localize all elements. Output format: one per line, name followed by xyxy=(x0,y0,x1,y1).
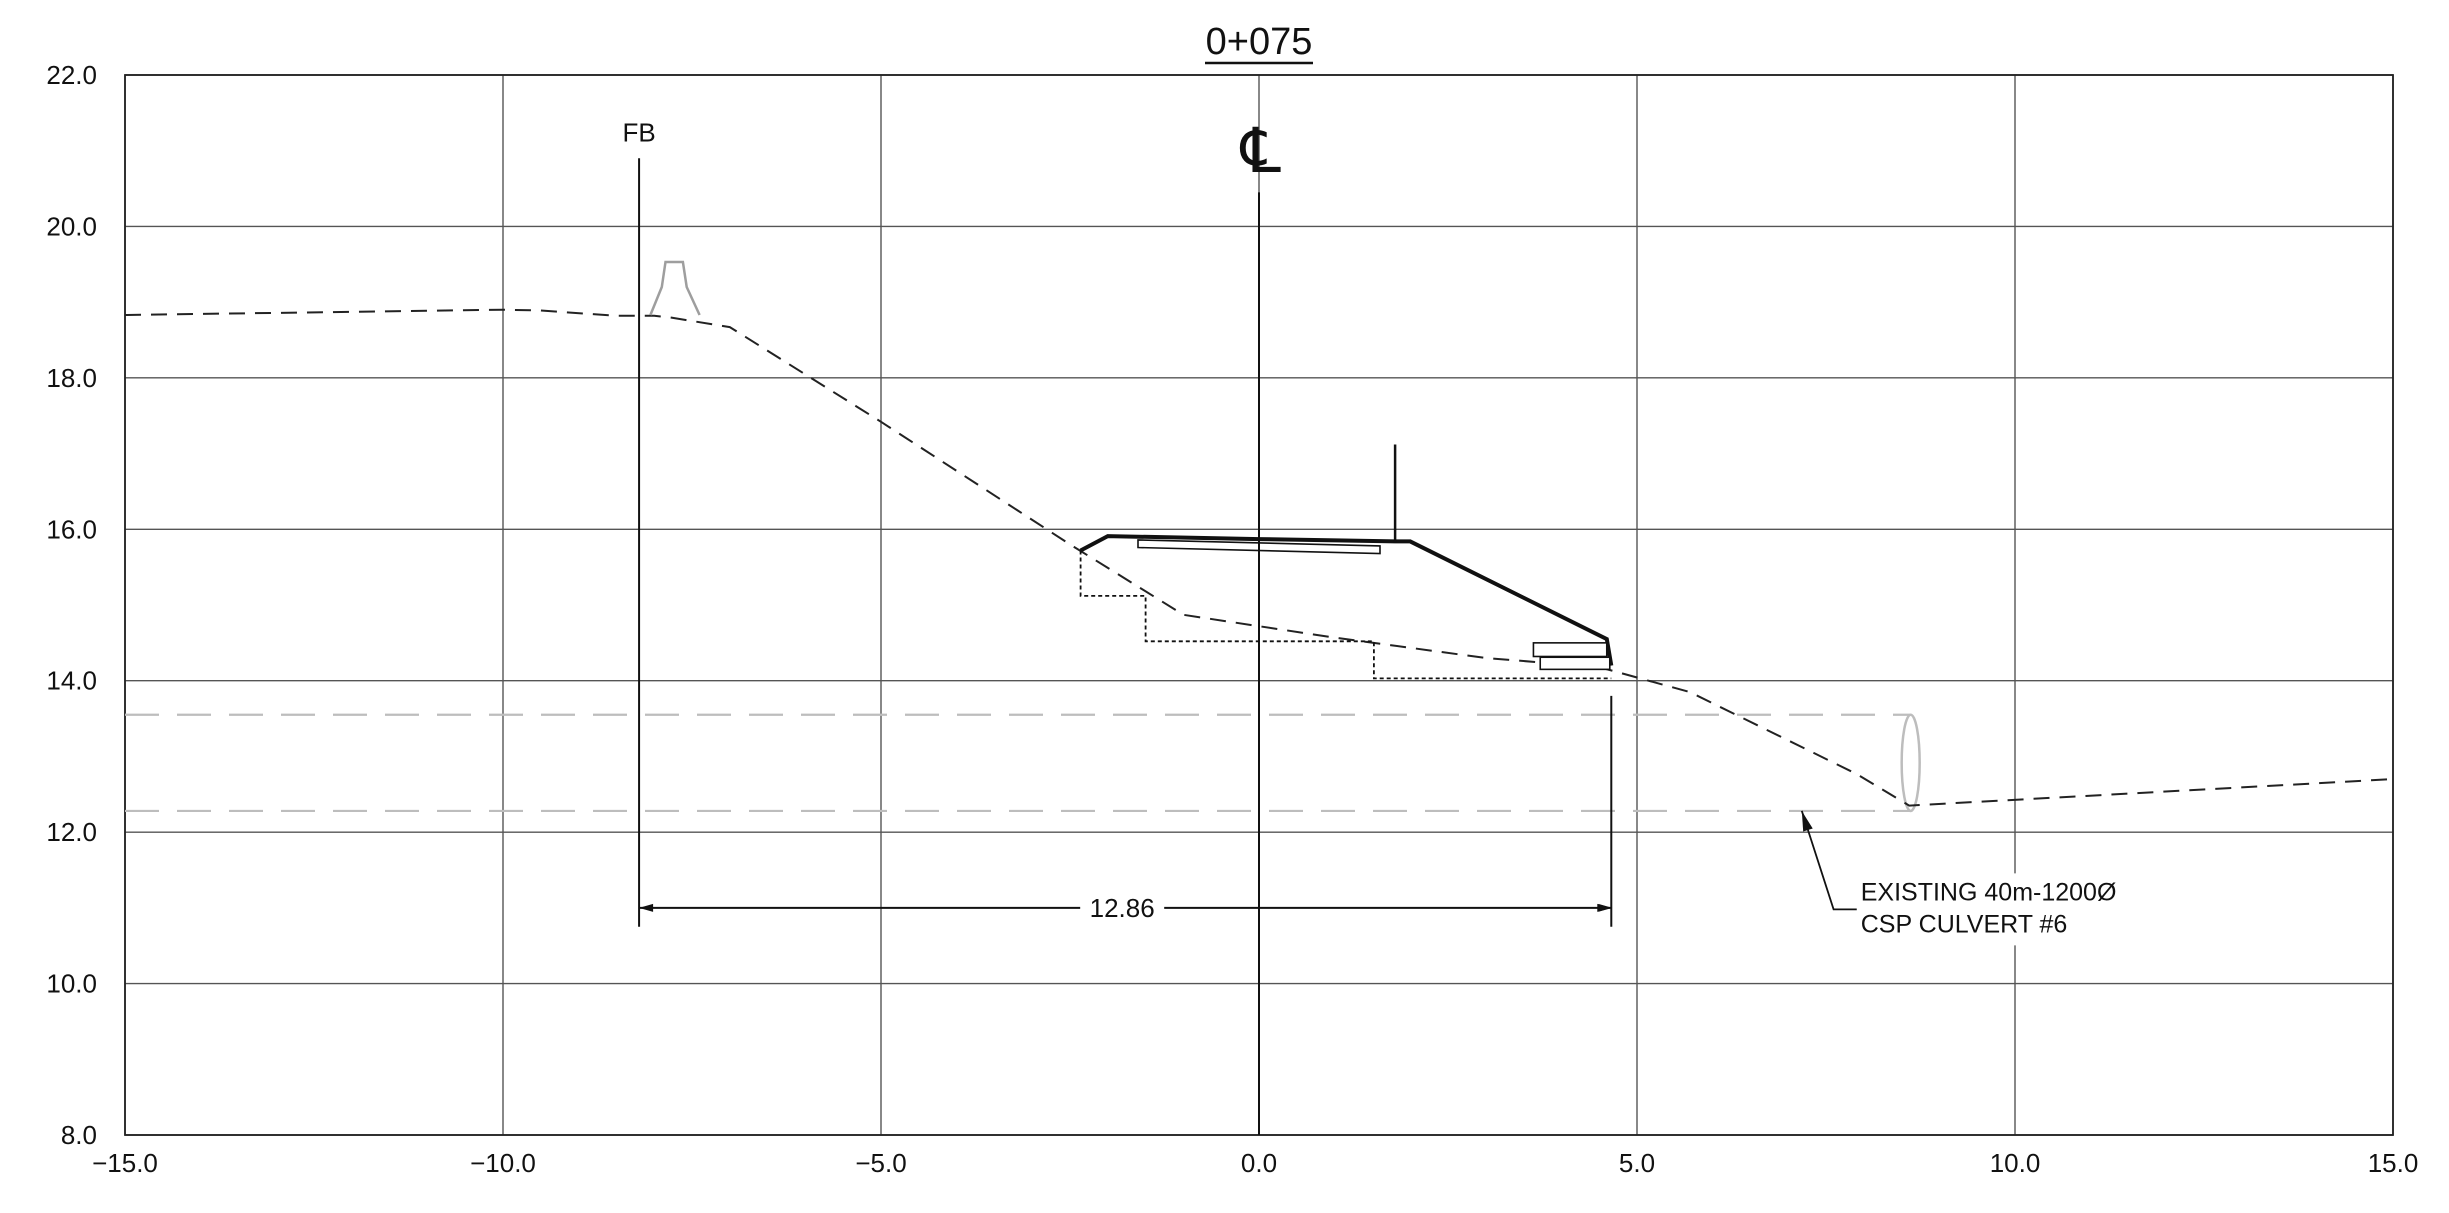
section-title: 0+075 xyxy=(1206,21,1313,63)
excavation-benches xyxy=(1079,550,1612,680)
x-tick-label: 5.0 xyxy=(1619,1148,1655,1178)
x-tick-label: 0.0 xyxy=(1241,1148,1277,1178)
y-tick-label: 22.0 xyxy=(46,60,97,90)
y-tick-label: 16.0 xyxy=(46,514,97,544)
dimension-label-background xyxy=(1080,889,1165,924)
axis-tick-labels: −15.0 −10.0 −5.0 0.0 5.0 10.0 15.0 8.0 10.0 12.0 1… xyxy=(46,60,2418,1178)
x-tick-label: 10.0 xyxy=(1990,1148,2041,1178)
existing-ground-line xyxy=(124,308,2394,807)
culvert-note-background xyxy=(1856,873,2125,946)
x-tick-label: −5.0 xyxy=(855,1148,906,1178)
dimension-arrow-left xyxy=(639,903,654,912)
pavement-layer xyxy=(1137,539,1381,555)
y-tick-label: 12.0 xyxy=(46,817,97,847)
centerline-label: ℄ xyxy=(1239,114,1281,187)
x-tick-label: 15.0 xyxy=(2368,1148,2419,1178)
y-tick-label: 10.0 xyxy=(46,969,97,999)
y-tick-label: 8.0 xyxy=(61,1120,97,1150)
y-tick-label: 18.0 xyxy=(46,363,97,393)
culvert-note-line-2: CSP CULVERT #6 xyxy=(1861,910,2068,938)
y-tick-label: 20.0 xyxy=(46,211,97,241)
proposed-section-line xyxy=(1079,534,1614,666)
culvert-note-line-1: EXISTING 40m-1200Ø xyxy=(1861,878,2117,906)
x-tick-label: −10.0 xyxy=(470,1148,536,1178)
ditch-block xyxy=(1539,656,1611,671)
culvert-leader-line xyxy=(1800,810,1858,911)
dimension-label: 12.86 xyxy=(1090,893,1155,923)
culvert-leader-arrow xyxy=(1801,810,1813,832)
culvert-end-ellipse xyxy=(1900,713,1921,813)
ditch-block xyxy=(1532,642,1608,658)
fb-label: FB xyxy=(622,117,655,147)
y-tick-label: 14.0 xyxy=(46,666,97,696)
section-geometry xyxy=(124,158,2394,1135)
x-tick-label: −15.0 xyxy=(92,1148,158,1178)
barrier-profile xyxy=(649,260,701,316)
dimension-arrow-right xyxy=(1597,903,1612,912)
